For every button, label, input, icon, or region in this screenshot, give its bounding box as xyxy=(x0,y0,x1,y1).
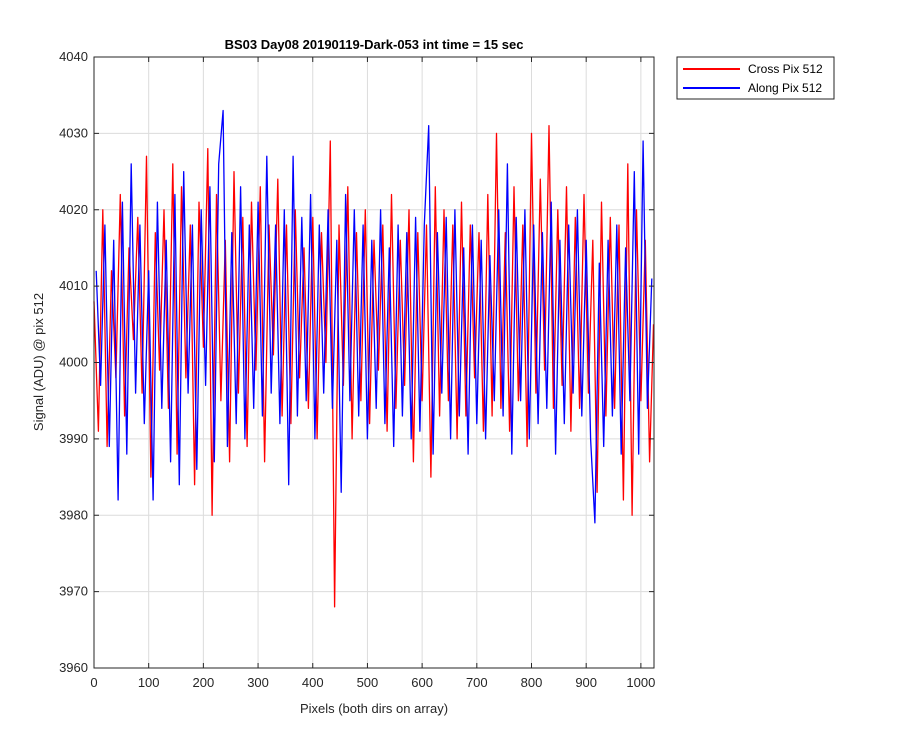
y-tick-label: 3970 xyxy=(59,584,88,599)
x-tick-label: 800 xyxy=(521,675,543,690)
y-tick-labels: 3960 3970 3980 3990 4000 4010 4020 4030 4040 xyxy=(59,49,88,675)
y-axis-label: Signal (ADU) @ pix 512 xyxy=(31,293,46,431)
y-tick-label: 3960 xyxy=(59,660,88,675)
legend-box xyxy=(676,56,835,100)
series-lines xyxy=(93,109,655,608)
y-tick-label: 4000 xyxy=(59,355,88,370)
y-tick-label: 4010 xyxy=(59,278,88,293)
y-tick-label: 4030 xyxy=(59,125,88,140)
x-tick-labels: 0 100 200 300 400 500 600 700 800 900 1000 xyxy=(90,675,655,690)
y-tick-label: 4020 xyxy=(59,202,88,217)
x-tick-label: 200 xyxy=(193,675,215,690)
x-tick-label: 400 xyxy=(302,675,324,690)
x-axis-label: Pixels (both dirs on array) xyxy=(300,701,448,716)
x-tick-label: 700 xyxy=(466,675,488,690)
axis-ticks xyxy=(93,56,654,669)
y-tick-label: 3990 xyxy=(59,431,88,446)
legend-label-cross-pix: Cross Pix 512 xyxy=(748,62,823,76)
x-tick-label: 900 xyxy=(575,675,597,690)
x-tick-label: 0 xyxy=(90,675,97,690)
chart-title: BS03 Day08 20190119-Dark-053 int time = … xyxy=(225,37,524,52)
y-tick-label: 4040 xyxy=(59,49,88,64)
legend-label-along-pix: Along Pix 512 xyxy=(748,81,822,95)
x-tick-label: 1000 xyxy=(626,675,655,690)
x-tick-label: 100 xyxy=(138,675,160,690)
x-tick-label: 500 xyxy=(357,675,379,690)
series-line-along-pix-512 xyxy=(95,109,653,524)
legend: Cross Pix 512 Along Pix 512 xyxy=(676,56,835,100)
x-tick-label: 600 xyxy=(411,675,433,690)
y-tick-label: 3980 xyxy=(59,507,88,522)
x-tick-label: 300 xyxy=(247,675,269,690)
